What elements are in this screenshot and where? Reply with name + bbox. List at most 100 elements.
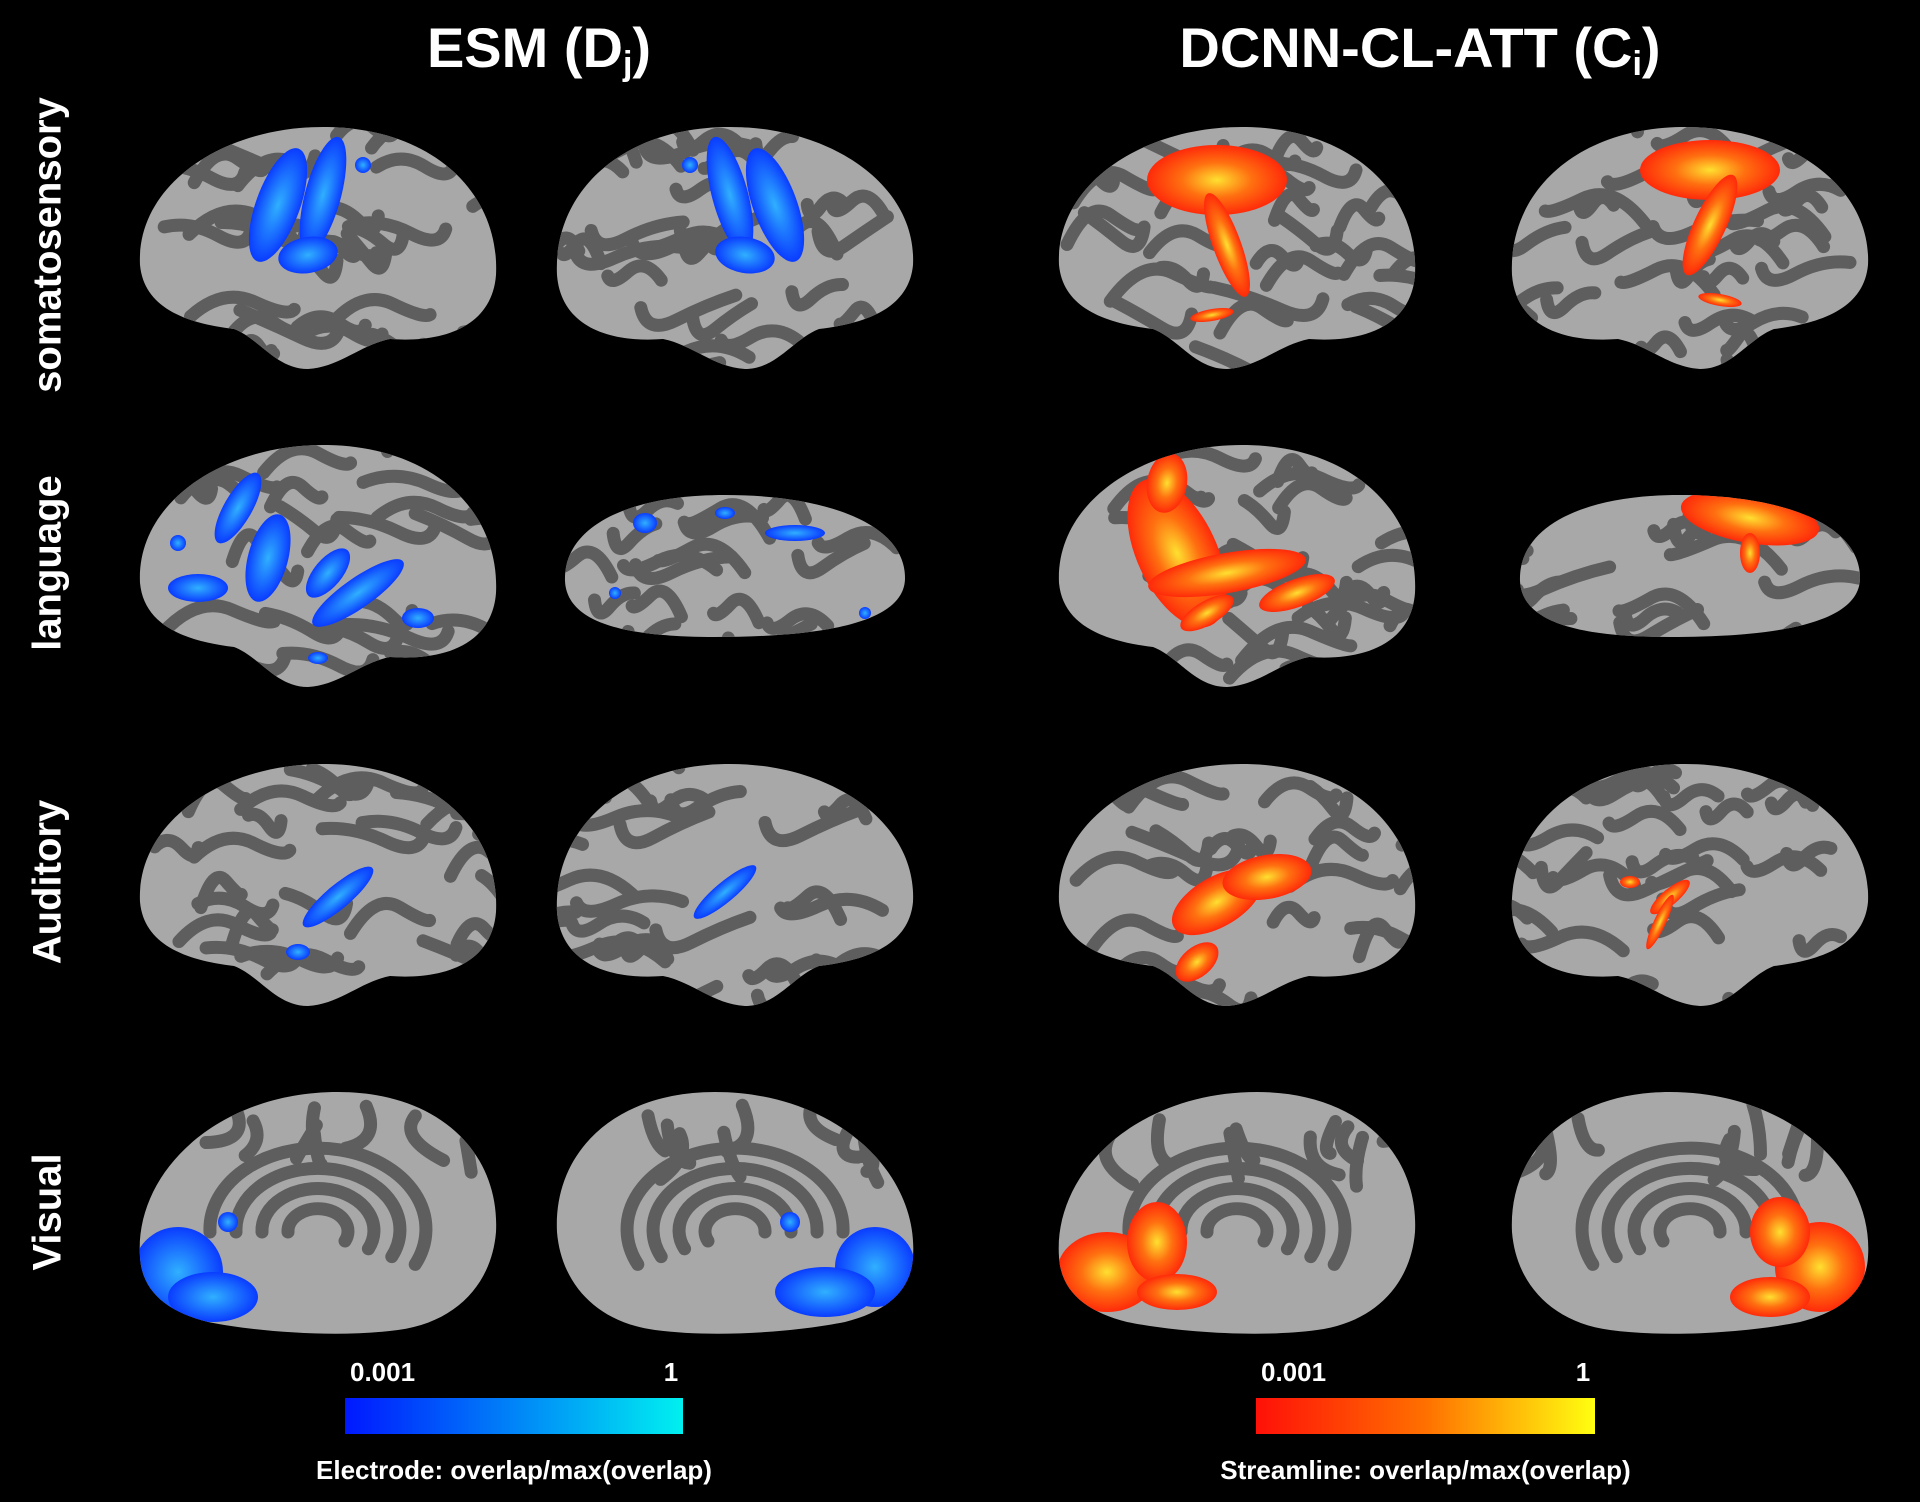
sulcus bbox=[833, 955, 904, 991]
activation bbox=[1640, 140, 1780, 200]
brain bbox=[139, 763, 497, 1006]
sulcus bbox=[584, 126, 643, 169]
sulcus bbox=[620, 935, 675, 966]
activation bbox=[168, 574, 228, 602]
activation bbox=[1175, 942, 1219, 982]
sulcus bbox=[1761, 963, 1816, 992]
sulcus bbox=[717, 1125, 747, 1184]
brain bbox=[556, 126, 914, 369]
sulcus bbox=[564, 495, 581, 521]
activation bbox=[214, 472, 262, 544]
sulcus bbox=[1396, 935, 1416, 967]
brain bbox=[1511, 126, 1869, 369]
activation bbox=[859, 607, 871, 619]
sulcus bbox=[1302, 830, 1369, 877]
sulcus bbox=[1086, 1098, 1113, 1153]
sulcus bbox=[184, 290, 301, 323]
sulcus bbox=[833, 300, 886, 344]
sulcus bbox=[1511, 220, 1572, 258]
row-label: somatosensory bbox=[26, 96, 70, 392]
activation bbox=[168, 1272, 258, 1322]
sulcus bbox=[1653, 1202, 1727, 1248]
sulcus bbox=[257, 444, 358, 480]
sulcus bbox=[811, 210, 894, 258]
sulcus bbox=[556, 868, 640, 902]
sulcus bbox=[1519, 495, 1566, 516]
activation bbox=[402, 608, 434, 628]
sulcus bbox=[1069, 850, 1180, 887]
sulcus bbox=[1511, 290, 1539, 325]
activation bbox=[1222, 853, 1312, 901]
activation bbox=[218, 1212, 238, 1232]
activation bbox=[1730, 1277, 1810, 1317]
brain bbox=[1058, 444, 1416, 687]
activation bbox=[1147, 145, 1287, 215]
sulcus bbox=[255, 1182, 381, 1256]
activation bbox=[308, 652, 328, 664]
sulcus bbox=[1106, 293, 1199, 340]
sulcus bbox=[1659, 837, 1750, 866]
sulcus bbox=[800, 191, 849, 221]
activation bbox=[1148, 548, 1306, 598]
activation bbox=[299, 136, 347, 254]
sulcus bbox=[1390, 961, 1416, 1001]
sulcus bbox=[826, 189, 890, 221]
sulcus bbox=[191, 891, 280, 921]
sulcus bbox=[556, 232, 608, 271]
sulcus bbox=[1200, 1202, 1274, 1248]
sulcus bbox=[332, 510, 443, 545]
sulcus bbox=[1657, 783, 1725, 812]
activation bbox=[278, 236, 338, 274]
sulcus bbox=[564, 545, 619, 584]
activation bbox=[609, 587, 621, 599]
sulcus bbox=[1696, 261, 1750, 290]
activation bbox=[745, 148, 805, 262]
activation bbox=[1137, 1274, 1217, 1310]
sulcus bbox=[1511, 897, 1534, 926]
brain bbox=[139, 1092, 497, 1334]
sulcus bbox=[315, 821, 432, 855]
sulcus bbox=[1229, 1122, 1261, 1167]
sulcus bbox=[625, 584, 688, 624]
sulcus bbox=[1060, 204, 1143, 251]
title-close: ) bbox=[1642, 16, 1661, 79]
sulcus bbox=[629, 550, 739, 585]
activation bbox=[780, 1212, 800, 1232]
sulcus bbox=[593, 931, 641, 962]
sulcus bbox=[1341, 291, 1416, 321]
sulcus bbox=[472, 802, 497, 841]
row-label: Visual bbox=[26, 1153, 70, 1270]
sulcus bbox=[1519, 575, 1567, 610]
sulcus bbox=[450, 917, 497, 951]
sulcus bbox=[1515, 925, 1630, 958]
sulcus bbox=[613, 805, 716, 850]
sulcus bbox=[459, 1134, 478, 1179]
sulcus bbox=[464, 511, 497, 543]
sulcus bbox=[1237, 494, 1291, 535]
sulcus bbox=[1062, 774, 1111, 820]
activation bbox=[775, 1267, 875, 1317]
brain bbox=[1058, 126, 1416, 369]
sulcus bbox=[634, 288, 743, 332]
colorbar-min: 0.001 bbox=[350, 1357, 415, 1387]
sulcus bbox=[1597, 126, 1644, 139]
sulcus bbox=[672, 1182, 798, 1256]
title-sub: j bbox=[622, 45, 632, 83]
sulcus bbox=[654, 1127, 690, 1186]
activation bbox=[1127, 1202, 1187, 1282]
sulcus bbox=[139, 1098, 171, 1149]
sulcus bbox=[664, 784, 747, 821]
title-sub: i bbox=[1632, 45, 1641, 83]
activation bbox=[1620, 876, 1640, 888]
column-title: DCNN-CL-ATT (Ci) bbox=[1179, 16, 1660, 83]
sulcus bbox=[641, 1109, 672, 1158]
sulcus bbox=[1391, 450, 1416, 497]
sulcus bbox=[339, 1099, 378, 1155]
sulcus bbox=[1144, 856, 1213, 887]
sulcus bbox=[621, 617, 682, 637]
sulcus bbox=[742, 957, 803, 989]
sulcus bbox=[234, 944, 345, 974]
sulcus bbox=[1722, 977, 1825, 1006]
sulcus bbox=[1718, 1132, 1763, 1176]
activation bbox=[286, 944, 310, 960]
